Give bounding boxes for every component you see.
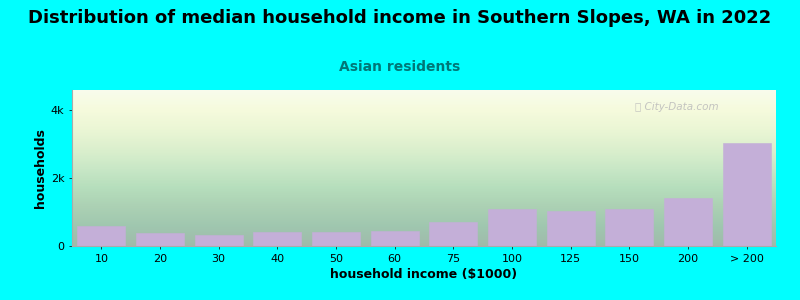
Bar bbox=[488, 209, 536, 246]
Text: Asian residents: Asian residents bbox=[339, 60, 461, 74]
Y-axis label: households: households bbox=[34, 128, 46, 208]
Bar bbox=[254, 232, 302, 246]
Bar bbox=[546, 212, 594, 246]
Bar bbox=[78, 226, 126, 246]
X-axis label: household income ($1000): household income ($1000) bbox=[330, 268, 518, 281]
Text: Distribution of median household income in Southern Slopes, WA in 2022: Distribution of median household income … bbox=[28, 9, 772, 27]
Bar bbox=[370, 231, 418, 246]
Bar bbox=[136, 233, 184, 246]
Bar bbox=[722, 142, 770, 246]
Bar bbox=[312, 232, 360, 246]
Bar bbox=[194, 235, 242, 246]
Bar bbox=[606, 209, 654, 246]
Bar bbox=[664, 198, 712, 246]
Text: ⓘ City-Data.com: ⓘ City-Data.com bbox=[635, 103, 719, 112]
Bar bbox=[430, 222, 478, 246]
